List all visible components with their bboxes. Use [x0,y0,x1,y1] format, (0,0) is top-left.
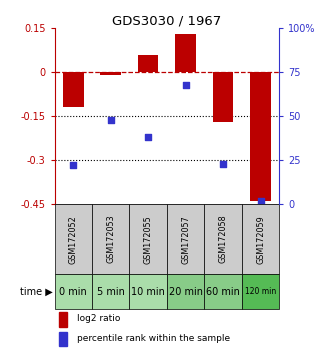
Text: GSM172057: GSM172057 [181,215,190,263]
Bar [138,55,159,72]
Bar [175,34,196,72]
Text: GSM172058: GSM172058 [219,215,228,263]
Bar [204,204,242,274]
Text: 120 min: 120 min [245,287,276,296]
Bar [129,204,167,274]
Text: log2 ratio: log2 ratio [77,314,120,324]
Bar [242,204,279,274]
Bar [92,274,129,309]
Point [183,82,188,87]
Point [71,162,76,168]
Bar [63,72,83,107]
Bar [242,274,279,309]
Text: time ▶: time ▶ [20,287,53,297]
Text: GSM172055: GSM172055 [144,215,153,263]
Bar [129,274,167,309]
Point [146,135,151,140]
Bar [92,204,129,274]
Text: 60 min: 60 min [206,287,240,297]
Point [221,161,226,166]
Point [258,198,263,203]
Bar [213,72,233,122]
Text: percentile rank within the sample: percentile rank within the sample [77,335,230,343]
Bar [204,274,242,309]
Title: GDS3030 / 1967: GDS3030 / 1967 [112,14,221,27]
Text: GSM172052: GSM172052 [69,215,78,263]
Point [108,117,113,122]
Text: GSM172053: GSM172053 [106,215,115,263]
Text: 0 min: 0 min [59,287,87,297]
Bar [167,204,204,274]
Text: 20 min: 20 min [169,287,203,297]
Text: GSM172059: GSM172059 [256,215,265,263]
Text: 10 min: 10 min [131,287,165,297]
Bar [55,274,92,309]
Bar [167,274,204,309]
Bar [59,312,67,327]
Bar [250,72,271,201]
Text: 5 min: 5 min [97,287,125,297]
Bar [100,72,121,75]
Bar [59,332,67,346]
Bar [55,204,92,274]
